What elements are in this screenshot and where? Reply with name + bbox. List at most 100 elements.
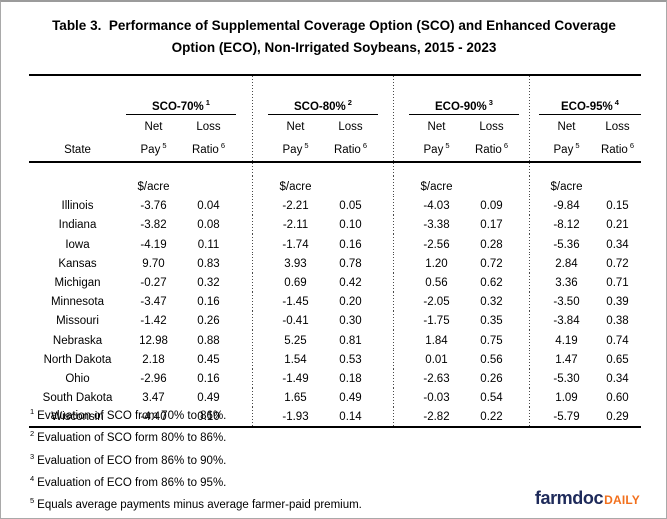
- eco95-loss-ratio-value: 0.60: [606, 392, 629, 405]
- sco70-net-pay-value: -3.82: [140, 219, 167, 232]
- eco90-net-pay-value: 1.20: [425, 257, 448, 270]
- table-row: South Dakota 3.47 0.49 1.65 0.49 -0.03 0…: [29, 387, 641, 408]
- eco90-net-pay-value: 0.56: [425, 276, 448, 289]
- eco95-loss-ratio-value: 0.34: [606, 372, 629, 385]
- eco95-loss-ratio-value: 0.38: [606, 315, 629, 328]
- sco70-net-pay-value: 2.18: [142, 353, 165, 366]
- sco80-net-pay-value: -2.21: [282, 200, 309, 213]
- eco95-net-pay-value: -3.50: [553, 296, 580, 309]
- net-header: Net: [427, 121, 446, 133]
- dotted-separator: [519, 75, 539, 115]
- state-column-header: State: [29, 136, 126, 163]
- loss-header: Loss: [479, 121, 504, 133]
- ratio-header: Ratio 6: [594, 136, 641, 163]
- state-name: Kansas: [58, 257, 97, 270]
- eco95-loss-ratio-value: 0.72: [606, 257, 629, 270]
- sco70-net-pay-value: -2.96: [140, 372, 167, 385]
- pay-header: Pay 5: [126, 136, 181, 163]
- sco80-loss-ratio-value: 0.53: [339, 353, 362, 366]
- eco90-loss-ratio-value: 0.56: [480, 353, 503, 366]
- sco70-net-pay-value: -1.42: [140, 315, 167, 328]
- state-name: Ohio: [65, 372, 90, 385]
- dotted-separator: [519, 215, 539, 235]
- group-header-sco80: SCO-80% 2: [268, 75, 378, 115]
- dotted-separator: [378, 330, 409, 350]
- dotted-separator: [519, 272, 539, 292]
- sco80-loss-ratio-value: 0.18: [339, 372, 362, 385]
- eco90-loss-ratio-value: 0.26: [480, 372, 503, 385]
- logo-farmdoc-text: farmdoc: [534, 488, 604, 508]
- sco70-loss-ratio-value: 0.10: [181, 407, 236, 429]
- footnote: 2 Evaluation of SCO form 80% to 86%.: [30, 425, 362, 447]
- sco70-loss-ratio-value: 0.16: [197, 372, 220, 385]
- group-header-sco70: SCO-70% 1: [126, 75, 236, 115]
- group-header-row: SCO-70% 1 SCO-80% 2 ECO-90% 3 ECO-95% 4: [29, 75, 641, 115]
- dotted-separator: [519, 253, 539, 273]
- eco90-net-pay-value: -4.03: [423, 200, 450, 213]
- group-header-eco90: ECO-90% 3: [409, 75, 519, 115]
- eco95-net-pay-value: 3.36: [555, 276, 578, 289]
- sco80-net-pay-value: -0.41: [282, 315, 309, 328]
- eco95-net-pay-value: 1.47: [555, 353, 578, 366]
- unit-label: $/acre: [550, 181, 583, 193]
- dotted-separator: [236, 349, 268, 369]
- unit-label: $/acre: [420, 181, 453, 193]
- table-title: Table 3. Performance of Supplemental Cov…: [27, 15, 641, 59]
- sco80-net-pay-value: -1.45: [282, 296, 309, 309]
- dotted-separator: [378, 253, 409, 273]
- net-header: Net: [286, 121, 305, 133]
- table-row: Illinois -3.76 0.04 -2.21 0.05 -4.03 0.0…: [29, 196, 641, 216]
- dotted-separator: [378, 272, 409, 292]
- footnote: 4 Evaluation of ECO from 86% to 95%.: [30, 470, 362, 492]
- eco95-loss-ratio-value: 0.39: [606, 296, 629, 309]
- eco95-loss-ratio-value: 0.21: [606, 219, 629, 232]
- dotted-separator: [519, 196, 539, 216]
- footnote-text: Evaluation of ECO from 86% to 95%.: [37, 476, 227, 489]
- footnotes: 1 Evaluation of SCO from 70% to 86%. 2 Eval…: [30, 403, 362, 518]
- unit-row: $/acre $/acre $/acre $/acre: [29, 176, 641, 196]
- eco95-net-pay-value: 4.19: [555, 334, 578, 347]
- eco90-net-pay-value: 1.84: [425, 334, 448, 347]
- state-name: Iowa: [65, 238, 90, 251]
- sco80-loss-ratio-value: 0.81: [339, 334, 362, 347]
- sco80-net-pay-value: 5.25: [284, 334, 307, 347]
- dotted-separator: [519, 349, 539, 369]
- eco90-loss-ratio-value: 0.35: [480, 315, 503, 328]
- sco80-loss-ratio-value: 0.49: [339, 392, 362, 405]
- dotted-separator: [236, 368, 268, 388]
- dotted-separator: [236, 330, 268, 350]
- eco90-loss-ratio-value: 0.09: [480, 200, 503, 213]
- sco80-net-pay-value: -2.11: [282, 219, 309, 232]
- footnote-number: 2: [30, 429, 35, 439]
- dotted-separator: [378, 291, 409, 312]
- dotted-separator: [236, 75, 268, 115]
- eco95-net-pay-value: 2.84: [555, 257, 578, 270]
- eco90-loss-ratio-value: 0.32: [480, 296, 503, 309]
- table-row: Missouri -1.42 0.26 -0.41 0.30 -1.75 0.3…: [29, 311, 641, 331]
- sco70-net-pay-value: -4.19: [140, 238, 167, 251]
- dotted-separator: [519, 311, 539, 331]
- sco80-net-pay-value: -1.93: [268, 407, 323, 429]
- loss-header: Loss: [338, 121, 363, 133]
- sco70-loss-ratio-value: 0.26: [197, 315, 220, 328]
- footnote-number: 5: [30, 496, 35, 506]
- sco70-loss-ratio-value: 0.04: [197, 200, 220, 213]
- table-row: Michigan -0.27 0.32 0.69 0.42 0.56 0.62 …: [29, 272, 641, 292]
- sco70-net-pay-value: -3.76: [140, 200, 167, 213]
- dotted-separator: [236, 291, 268, 312]
- eco90-net-pay-value: -1.75: [423, 315, 450, 328]
- net-header: Net: [557, 121, 576, 133]
- eco95-net-pay-value: -3.84: [553, 315, 580, 328]
- table-row: Kansas 9.70 0.83 3.93 0.78 1.20 0.72 2.8…: [29, 253, 641, 273]
- eco95-loss-ratio-value: 0.71: [606, 276, 629, 289]
- dotted-separator: [378, 234, 409, 254]
- table-row: Ohio -2.96 0.16 -1.49 0.18 -2.63 0.26 -5…: [29, 368, 641, 388]
- state-name: Illinois: [61, 200, 94, 213]
- sco70-net-pay-value: -4.40: [126, 407, 181, 429]
- eco90-loss-ratio-value: 0.28: [480, 238, 503, 251]
- dotted-separator: [378, 387, 409, 408]
- subheader-row-1: Net Loss Net Loss Net Loss Net Loss: [29, 114, 641, 136]
- state-name: Minnesota: [50, 296, 105, 309]
- eco95-loss-ratio-value: 0.74: [606, 334, 629, 347]
- sco80-loss-ratio-value: 0.14: [323, 407, 378, 429]
